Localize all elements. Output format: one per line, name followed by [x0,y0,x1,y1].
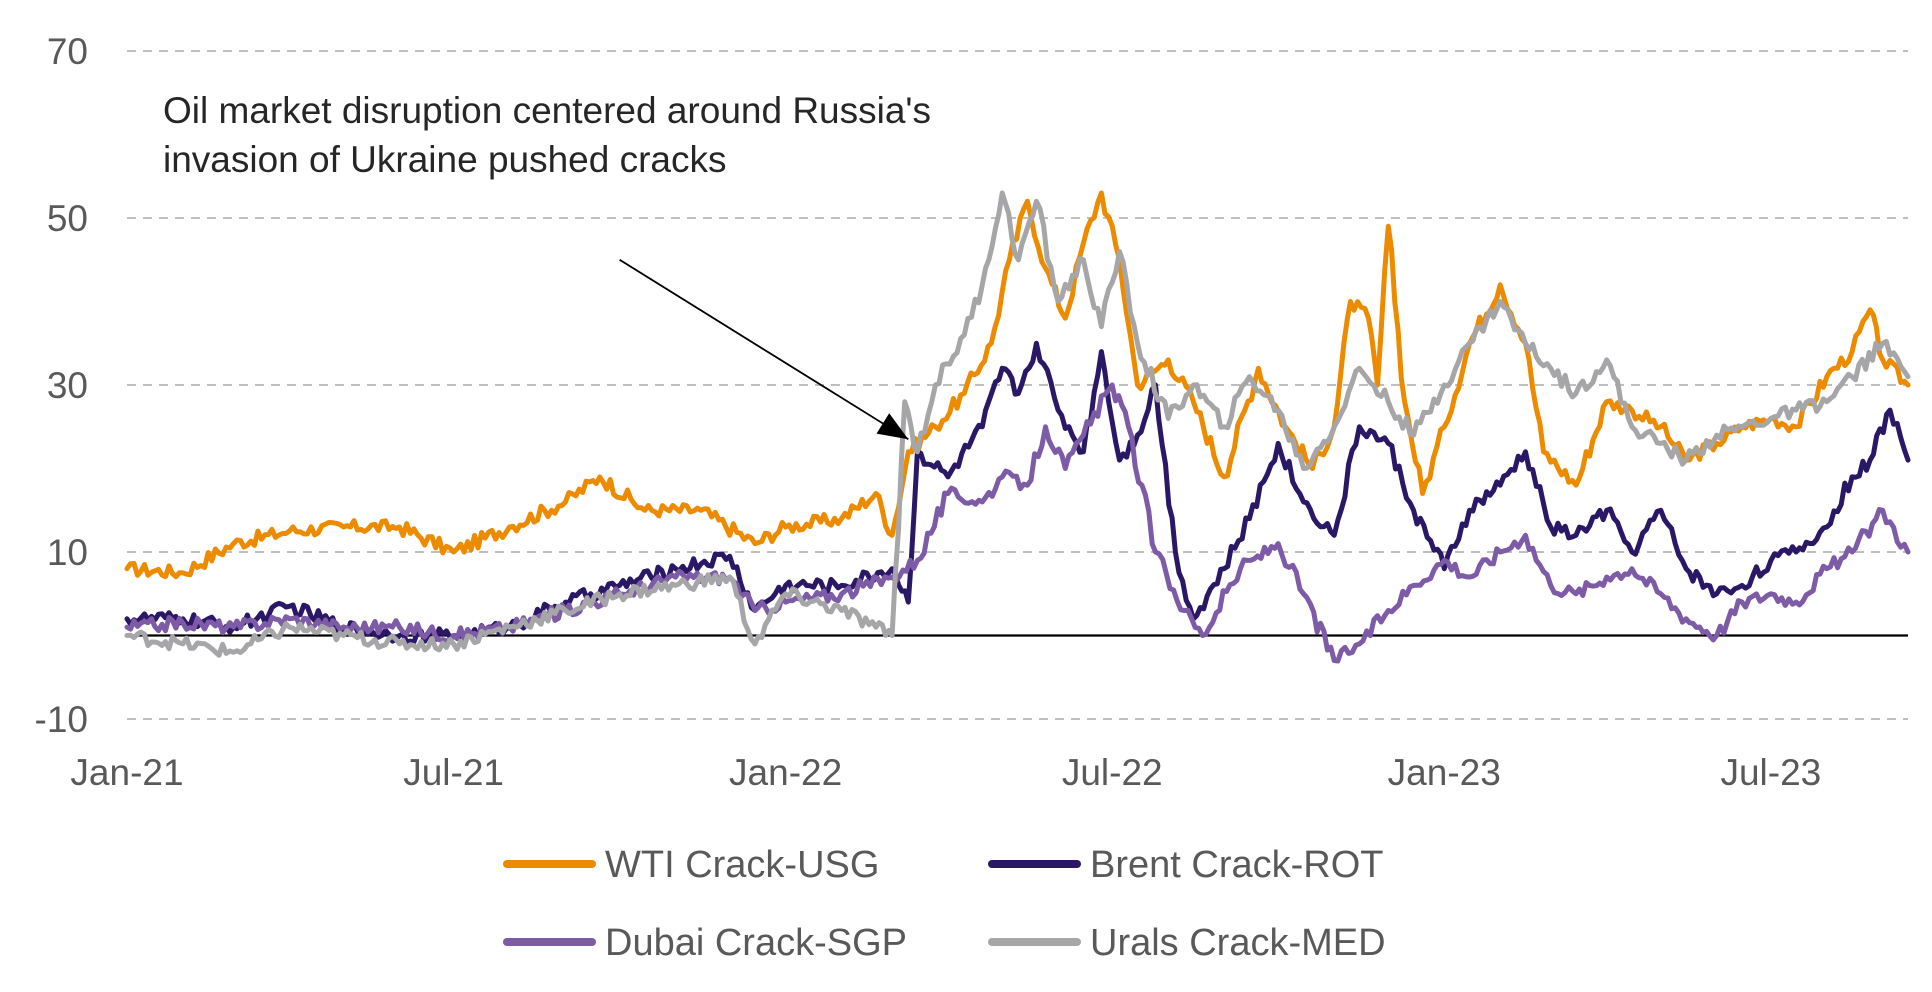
series-lines [124,190,1911,664]
legend-item-dubai: Dubai Crack-SGP [503,922,907,964]
annotation: Oil market disruption centered around Ru… [163,90,931,441]
y-tick-label: 30 [47,365,88,406]
x-tick-label: Jul-22 [1062,752,1163,793]
x-tick-label: Jul-21 [403,752,504,793]
y-tick-label: -10 [35,699,88,740]
legend: WTI Crack-USG Brent Crack-ROT Dubai Crac… [503,844,1386,964]
legend-label-dubai: Dubai Crack-SGP [605,922,907,964]
annotation-text-line-1: Oil market disruption centered around Ru… [163,90,931,131]
x-tick-label: Jan-22 [729,752,842,793]
annotation-arrow-head [876,413,909,440]
series-line-urals-crack-med [124,190,1911,658]
legend-label-urals: Urals Crack-MED [1090,922,1386,964]
grid [127,50,1908,720]
y-tick-label: 70 [47,31,88,72]
annotation-text-line-2: invasion of Ukraine pushed cracks [163,139,727,180]
y-tick-label: 10 [47,532,88,573]
x-tick-label: Jan-23 [1388,752,1501,793]
series-line-brent-crack-rot [124,340,1911,645]
legend-item-urals: Urals Crack-MED [988,922,1386,964]
legend-label-wti: WTI Crack-USG [605,844,879,886]
series-line-dubai-crack-sgp [124,382,1911,664]
annotation-arrow-line [619,258,909,441]
legend-item-brent: Brent Crack-ROT [988,844,1383,886]
x-tick-label: Jan-21 [70,752,183,793]
y-tick-label: 50 [47,198,88,239]
legend-item-wti: WTI Crack-USG [503,844,879,886]
x-tick-label: Jul-23 [1720,752,1821,793]
axes: -10 10 30 50 70 Jan-21 Jul-21 Jan-22 Jul-22 Jan-2… [35,31,1908,793]
series-line-wti-crack-usg [124,190,1911,580]
legend-label-brent: Brent Crack-ROT [1090,844,1383,886]
